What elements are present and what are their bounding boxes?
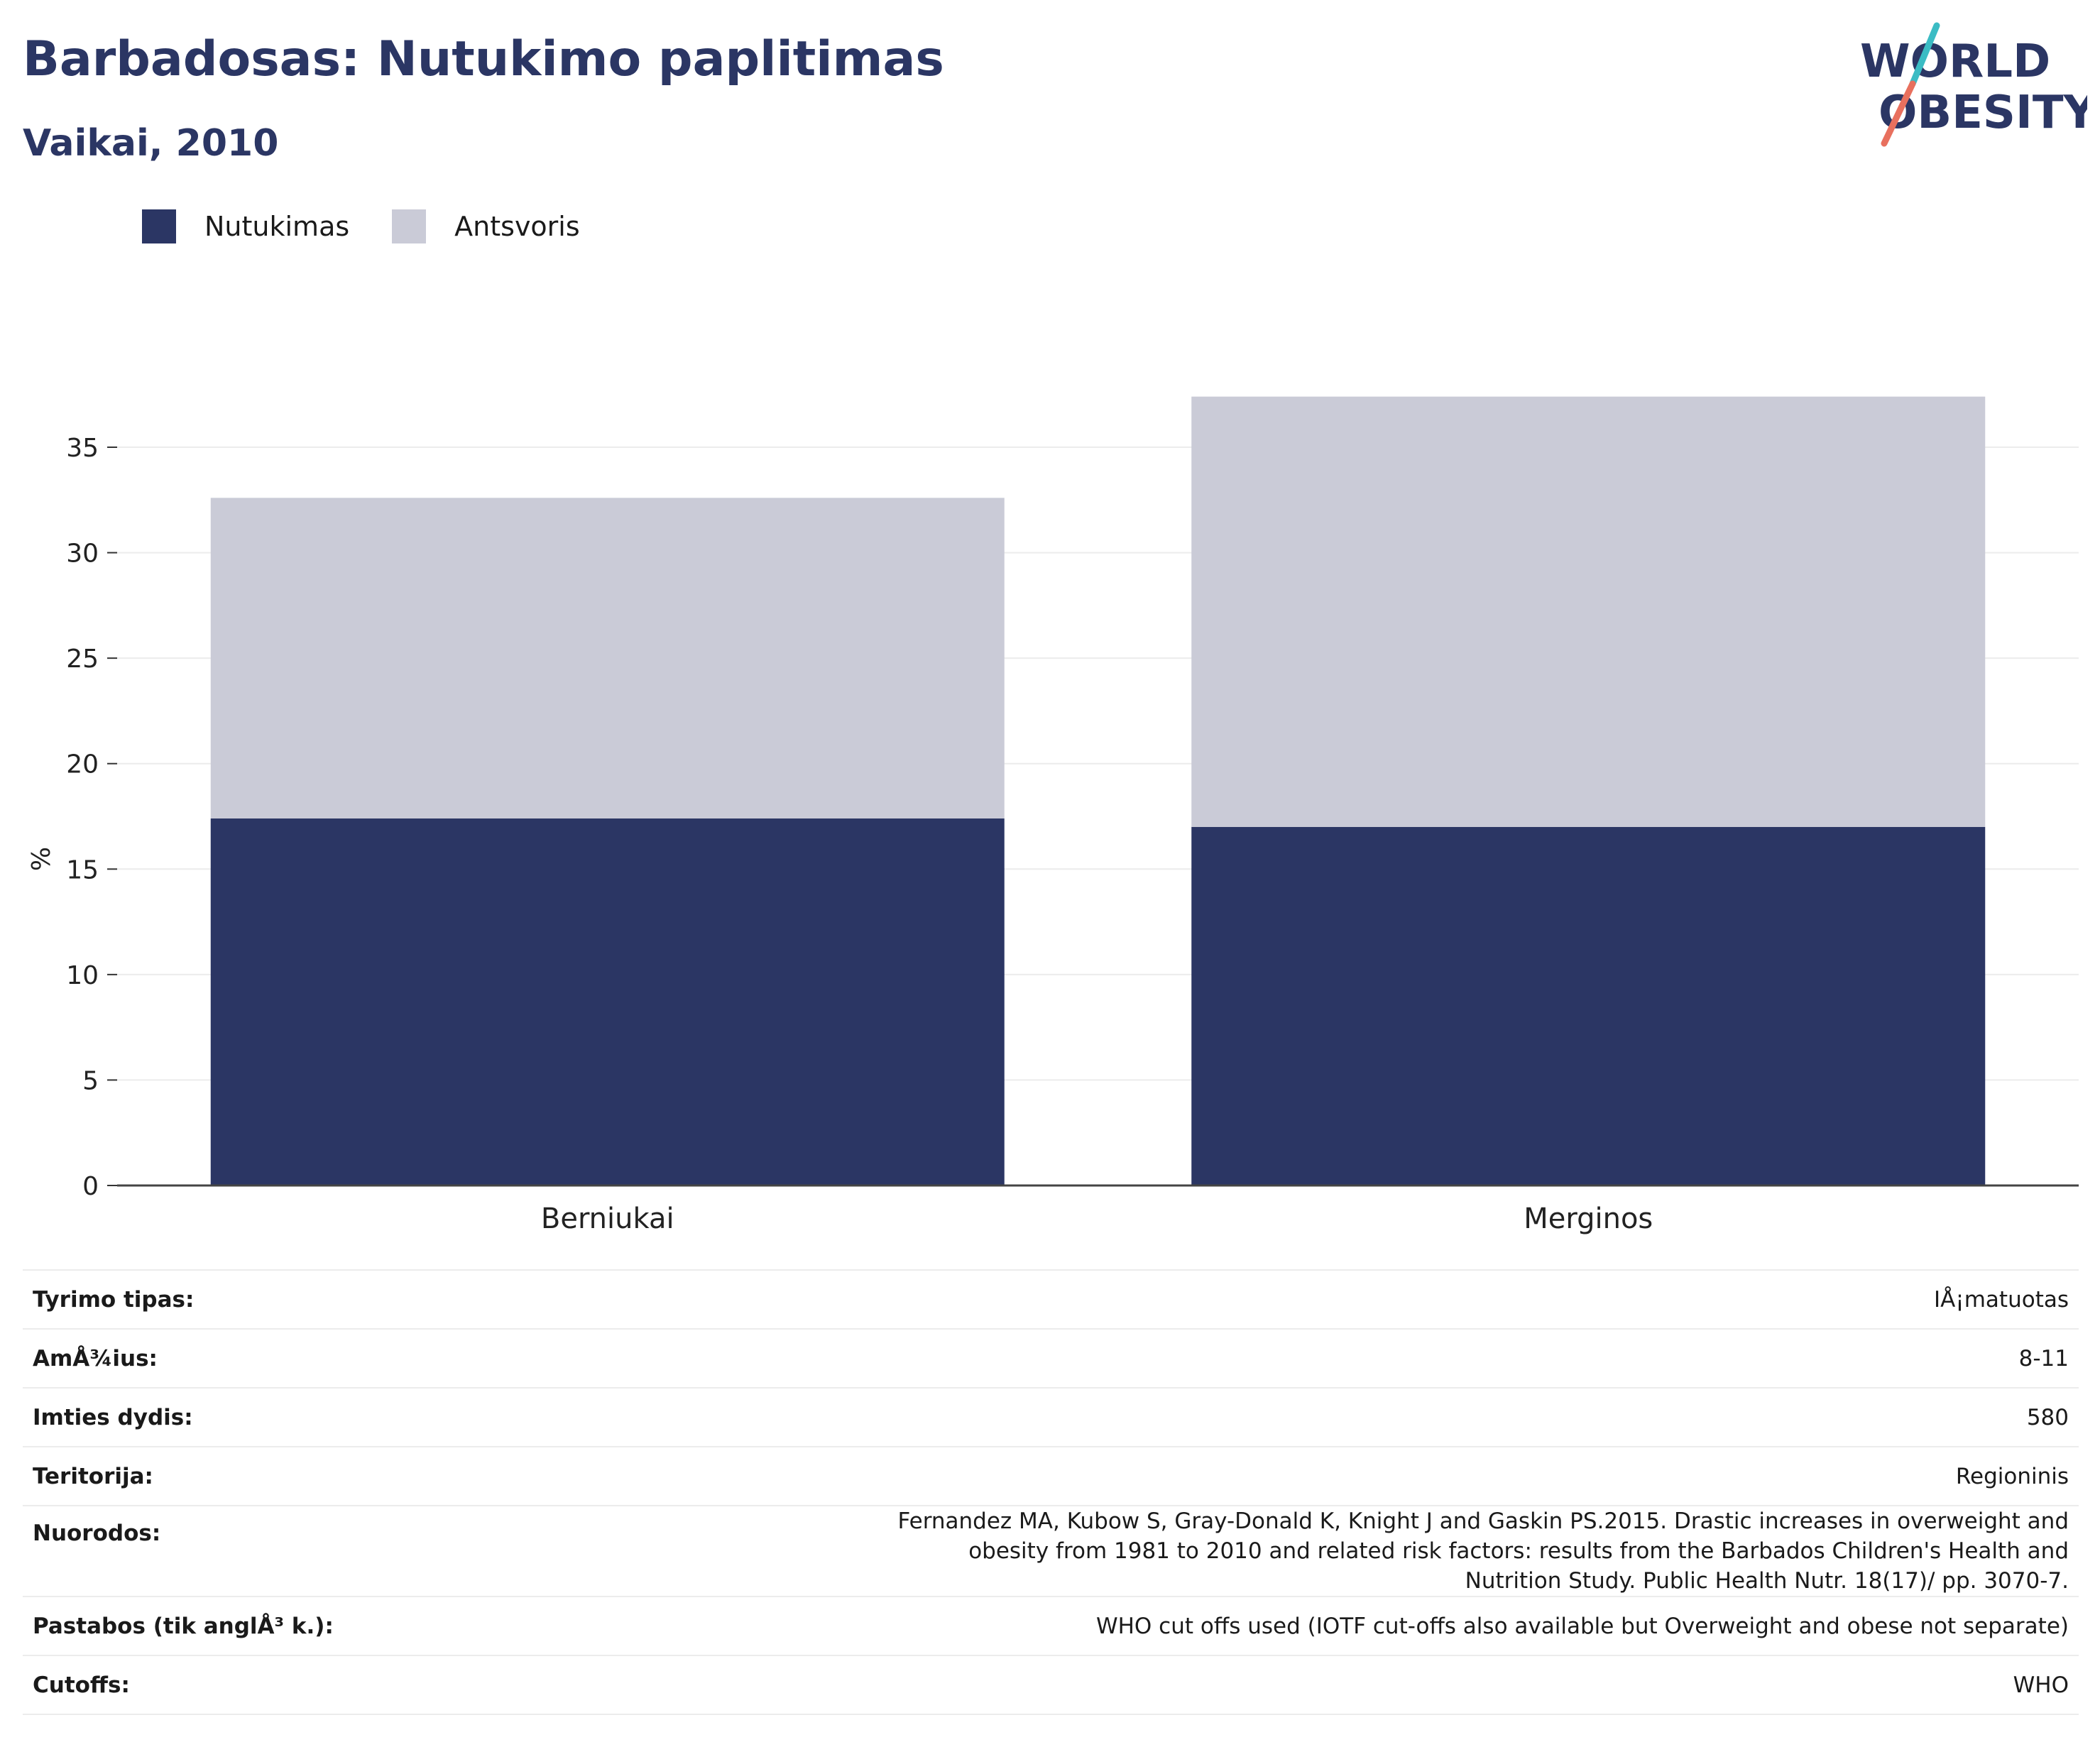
- x-tick-label-merginos: Merginos: [1524, 1203, 1653, 1235]
- legend-swatch-overweight: [392, 209, 427, 243]
- bar-berniukai-antsvoris: [210, 498, 1005, 818]
- logo-slash-teal: [1909, 22, 1940, 87]
- details-label: Cutoffs:: [23, 1655, 344, 1715]
- y-tick-label-10: 10: [66, 961, 99, 990]
- details-row: Teritorija: Regioninis: [23, 1446, 2079, 1506]
- details-row: Imties dydis: 580: [23, 1387, 2079, 1447]
- details-label: AmÅ¾ius:: [23, 1328, 344, 1388]
- legend: Nutukimas Antsvoris: [142, 209, 623, 243]
- details-row: Cutoffs: WHO: [23, 1655, 2079, 1715]
- details-row: Nuorodos: Fernandez MA, Kubow S, Gray-Don…: [23, 1505, 2079, 1597]
- details-value: Regioninis: [343, 1446, 2079, 1506]
- logo-line-1: WORLD: [1860, 35, 2050, 88]
- details-value: 8-11: [343, 1328, 2079, 1388]
- details-value: IÅ¡matuotas: [343, 1269, 2079, 1329]
- details-label: Imties dydis:: [23, 1387, 344, 1447]
- details-label: Teritorija:: [23, 1446, 344, 1506]
- y-tick-label-20: 20: [66, 750, 99, 779]
- bar-berniukai-nutukimas: [210, 818, 1005, 1185]
- y-tick-label-15: 15: [66, 855, 99, 885]
- y-tick-label-5: 5: [82, 1066, 99, 1095]
- details-value: 580: [343, 1387, 2079, 1447]
- details-label: Nuorodos:: [23, 1505, 344, 1597]
- logo-slash-coral: [1881, 80, 1916, 147]
- y-axis-label: %: [27, 847, 56, 871]
- x-tick-label-berniukai: Berniukai: [541, 1203, 674, 1235]
- details-row: AmÅ¾ius: 8-11: [23, 1328, 2079, 1388]
- y-tick-label-35: 35: [66, 434, 99, 463]
- bar-merginos-antsvoris: [1191, 396, 1986, 827]
- legend-label-overweight: Antsvoris: [454, 211, 580, 242]
- details-value: Fernandez MA, Kubow S, Gray-Donald K, Kn…: [343, 1505, 2079, 1597]
- stacked-bar-chart: 0 5 10 15 20 25 30 35% Berniukai Merginos: [27, 396, 2079, 1235]
- details-row: Pastabos (tik anglÅ³ k.): WHO cut offs us…: [23, 1596, 2079, 1655]
- y-tick-label-0: 0: [82, 1172, 99, 1201]
- legend-label-obesity: Nutukimas: [204, 211, 350, 242]
- y-tick-label-30: 30: [66, 540, 99, 569]
- details-value: WHO cut offs used (IOTF cut-offs also av…: [343, 1596, 2079, 1655]
- world-obesity-logo: WORLD OBESITY: [1860, 22, 2087, 147]
- bar-merginos-nutukimas: [1191, 826, 1986, 1185]
- details-label: Pastabos (tik anglÅ³ k.):: [23, 1596, 344, 1655]
- chart-title: Barbadosas: Nutukimo paplitimas: [23, 31, 944, 87]
- legend-swatch-obesity: [142, 209, 176, 243]
- study-details-table: Tyrimo tipas: IÅ¡matuotas AmÅ¾ius: 8-11 Imti…: [23, 1269, 2079, 1715]
- y-tick-label-25: 25: [66, 645, 99, 674]
- details-label: Tyrimo tipas:: [23, 1269, 344, 1329]
- logo-line-2: OBESITY: [1878, 87, 2087, 139]
- details-row: Tyrimo tipas: IÅ¡matuotas: [23, 1269, 2079, 1329]
- details-value: WHO: [343, 1655, 2079, 1715]
- chart-subtitle: Vaikai, 2010: [23, 122, 279, 165]
